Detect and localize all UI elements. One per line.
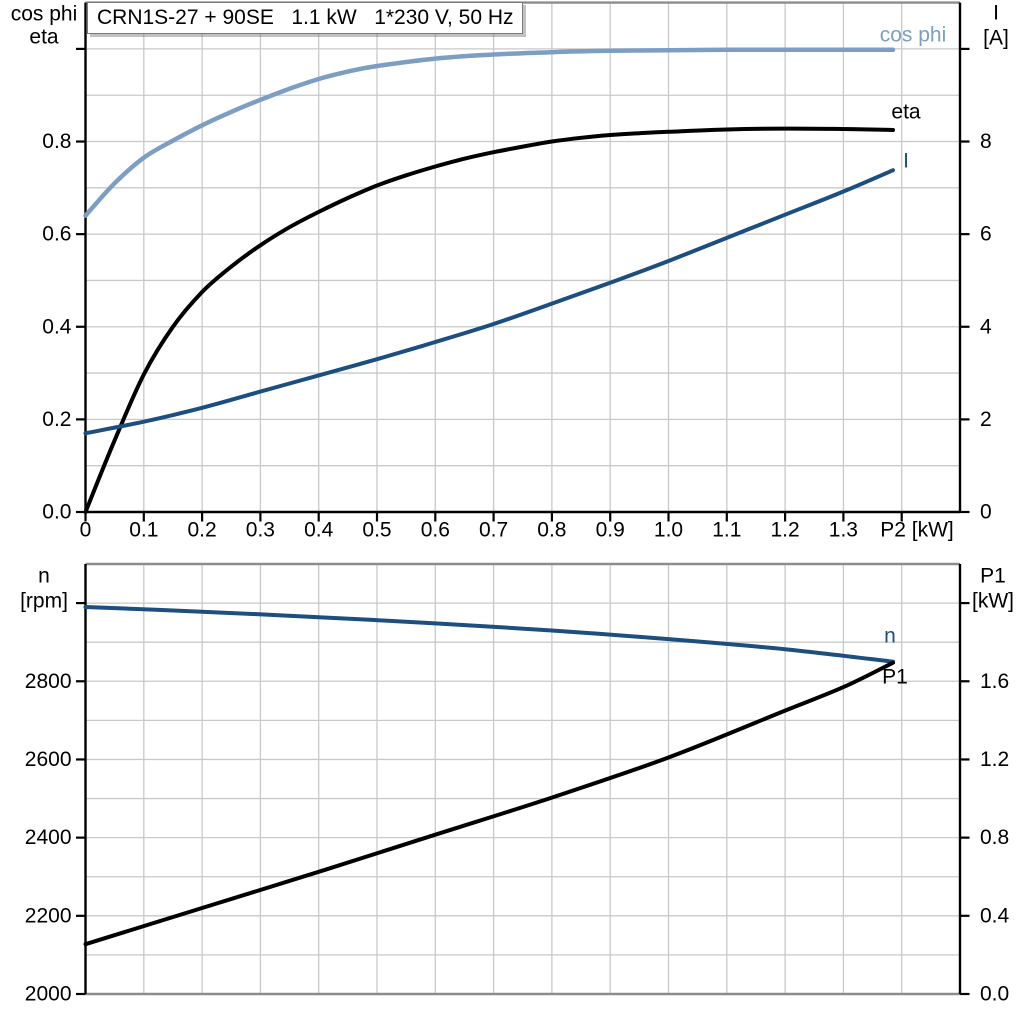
right-tick-label: 0.4 [980,904,1010,927]
left-tick-label: 0.0 [42,501,71,524]
right-tick-label: 0.8 [980,826,1009,849]
x-tick-label: 0.9 [596,519,625,542]
right-tick-label: 0 [980,501,992,524]
curve-eta [83,126,895,514]
speed-power-chart: 200022002400260028000.00.40.81.21.6n[rpm… [20,562,1014,1006]
left-tick-label: 2400 [25,826,72,849]
chart-title: CRN1S-27 + 90SE 1.1 kW 1*230 V, 50 Hz [97,6,514,29]
x-tick-label: 1.0 [654,519,683,542]
chart-title-box: CRN1S-27 + 90SE 1.1 kW 1*230 V, 50 Hz [87,2,523,34]
left-tick-label: 2600 [25,748,72,771]
left-axis-title: cos phi [11,3,78,26]
curve-label-cos-phi: cos phi [880,24,947,47]
x-tick-label: 1.1 [712,519,741,542]
right-tick-label: 8 [980,130,992,153]
curve-label-eta: eta [891,101,921,124]
right-tick-label: 1.2 [980,748,1009,771]
right-axis-title: I [993,2,999,25]
x-tick-label: 0.6 [421,519,450,542]
x-tick-label: 0.3 [246,519,275,542]
left-axis-title: n [38,565,50,588]
curve-label-n: n [884,625,896,648]
curve-label-P1: P1 [882,666,908,689]
x-tick-label: 0.5 [362,519,391,542]
curve-P1 [83,660,895,947]
left-axis-ticks: 0.0 0.2 0.4 0.6 0.8 [42,47,86,524]
curve-n [83,605,895,664]
x-tick-label: 0.8 [537,519,566,542]
x-axis-ticks: 0 0.1 0.2 0.3 0.4 0.5 0.6 0.7 0.8 0.9 1.0 1.1 1.2 1.3… [80,512,954,542]
x-tick-label: 0.1 [129,519,158,542]
x-tick-label: 1.2 [770,519,799,542]
right-axis-title: [A] [983,27,1009,50]
axis-titles: n[rpm] P1[kW] [20,565,1014,613]
left-tick-label: 2000 [25,983,72,1006]
left-axis-ticks: 2000 2200 2400 2600 2800 [25,601,86,1006]
x-tick-label: 0.4 [304,519,334,542]
gridlines [85,2,960,512]
left-axis-title: eta [29,26,59,49]
curve-I [83,168,895,436]
left-axis-title: [rpm] [20,590,68,613]
x-tick-label: 0.7 [479,519,508,542]
x-tick-label: 1.3 [829,519,858,542]
gridlines [85,564,960,994]
right-axis-title: P1 [980,565,1006,588]
right-tick-label: 6 [980,223,992,246]
right-tick-label: 4 [980,315,992,338]
right-axis-title: [kW] [972,590,1014,613]
curve-label-I: I [903,150,909,173]
x-axis-unit-label: P2 [kW] [880,519,954,542]
right-axis-ticks: 0.0 0.4 0.8 1.2 1.6 [960,601,1010,1006]
x-tick-label: 0.2 [187,519,216,542]
plot-frame [84,562,962,996]
curve-cos-phi [83,47,896,218]
left-tick-label: 0.2 [42,408,71,431]
x-tick-label: 0 [80,519,92,542]
left-tick-label: 0.4 [42,315,72,338]
left-tick-label: 2800 [25,670,72,693]
right-axis-ticks: 0 2 4 6 8 [960,47,992,524]
left-tick-label: 0.8 [42,130,71,153]
right-tick-label: 1.6 [980,670,1009,693]
right-tick-label: 0.0 [980,983,1009,1006]
left-tick-label: 2200 [25,904,72,927]
left-tick-label: 0.6 [42,223,71,246]
right-tick-label: 2 [980,408,992,431]
plot-frame [84,1,962,514]
